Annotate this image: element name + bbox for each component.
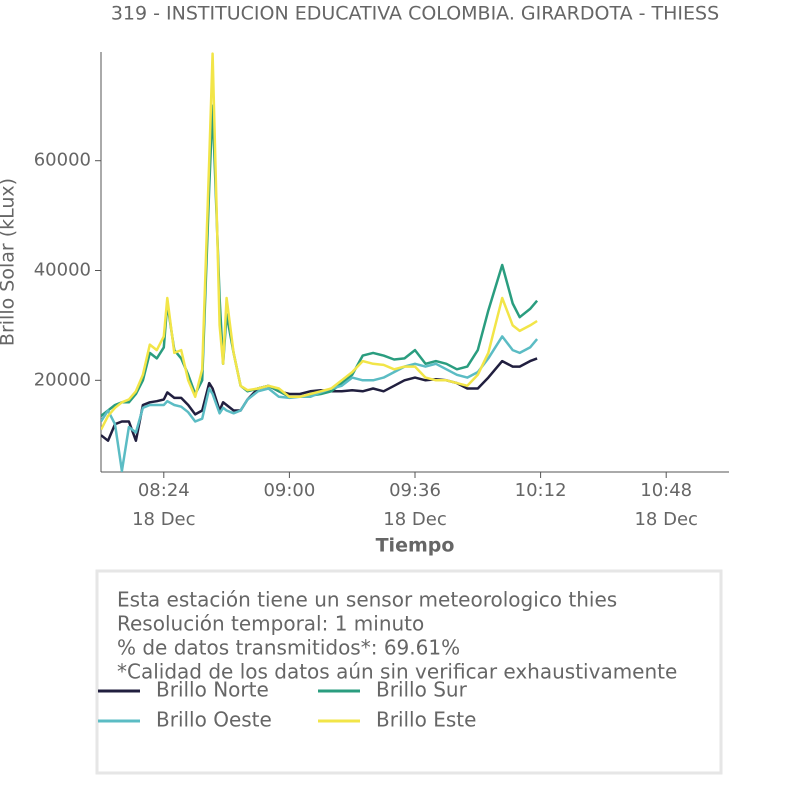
legend-label: Brillo Este xyxy=(376,708,476,732)
series-line xyxy=(101,104,539,417)
annotation-line: *Calidad de los datos aún sin verificar … xyxy=(117,660,677,684)
legend-label: Brillo Sur xyxy=(376,678,468,702)
y-tick-label: 20000 xyxy=(34,369,91,390)
x-tick-label: 09:00 xyxy=(263,480,315,501)
y-axis-label: Brillo Solar (kLux) xyxy=(0,178,19,346)
annotation-line: Resolución temporal: 1 minuto xyxy=(117,612,424,636)
x-tick-date: 18 Dec xyxy=(383,509,446,530)
legend-label: Brillo Oeste xyxy=(156,708,272,732)
series-line xyxy=(101,52,538,431)
annotation-line: % de datos transmitidos*: 69.61% xyxy=(117,636,460,660)
chart-title: 319 - INSTITUCION EDUCATIVA COLOMBIA. GI… xyxy=(111,3,719,25)
y-tick-label: 60000 xyxy=(34,150,91,171)
x-tick-label: 08:24 xyxy=(138,480,190,501)
x-tick-date: 18 Dec xyxy=(132,509,195,530)
y-tick-label: 40000 xyxy=(34,260,91,281)
legend-label: Brillo Norte xyxy=(156,678,269,702)
annotation-line: Esta estación tiene un sensor meteorolog… xyxy=(117,588,617,612)
series-line xyxy=(101,335,539,472)
annotation-box xyxy=(95,569,723,775)
x-tick-date: 18 Dec xyxy=(634,509,697,530)
series-line xyxy=(101,357,538,442)
x-tick-label: 10:12 xyxy=(515,480,567,501)
x-axis-label: Tiempo xyxy=(376,535,455,557)
x-tick-label: 09:36 xyxy=(389,480,441,501)
x-tick-label: 10:48 xyxy=(640,480,692,501)
